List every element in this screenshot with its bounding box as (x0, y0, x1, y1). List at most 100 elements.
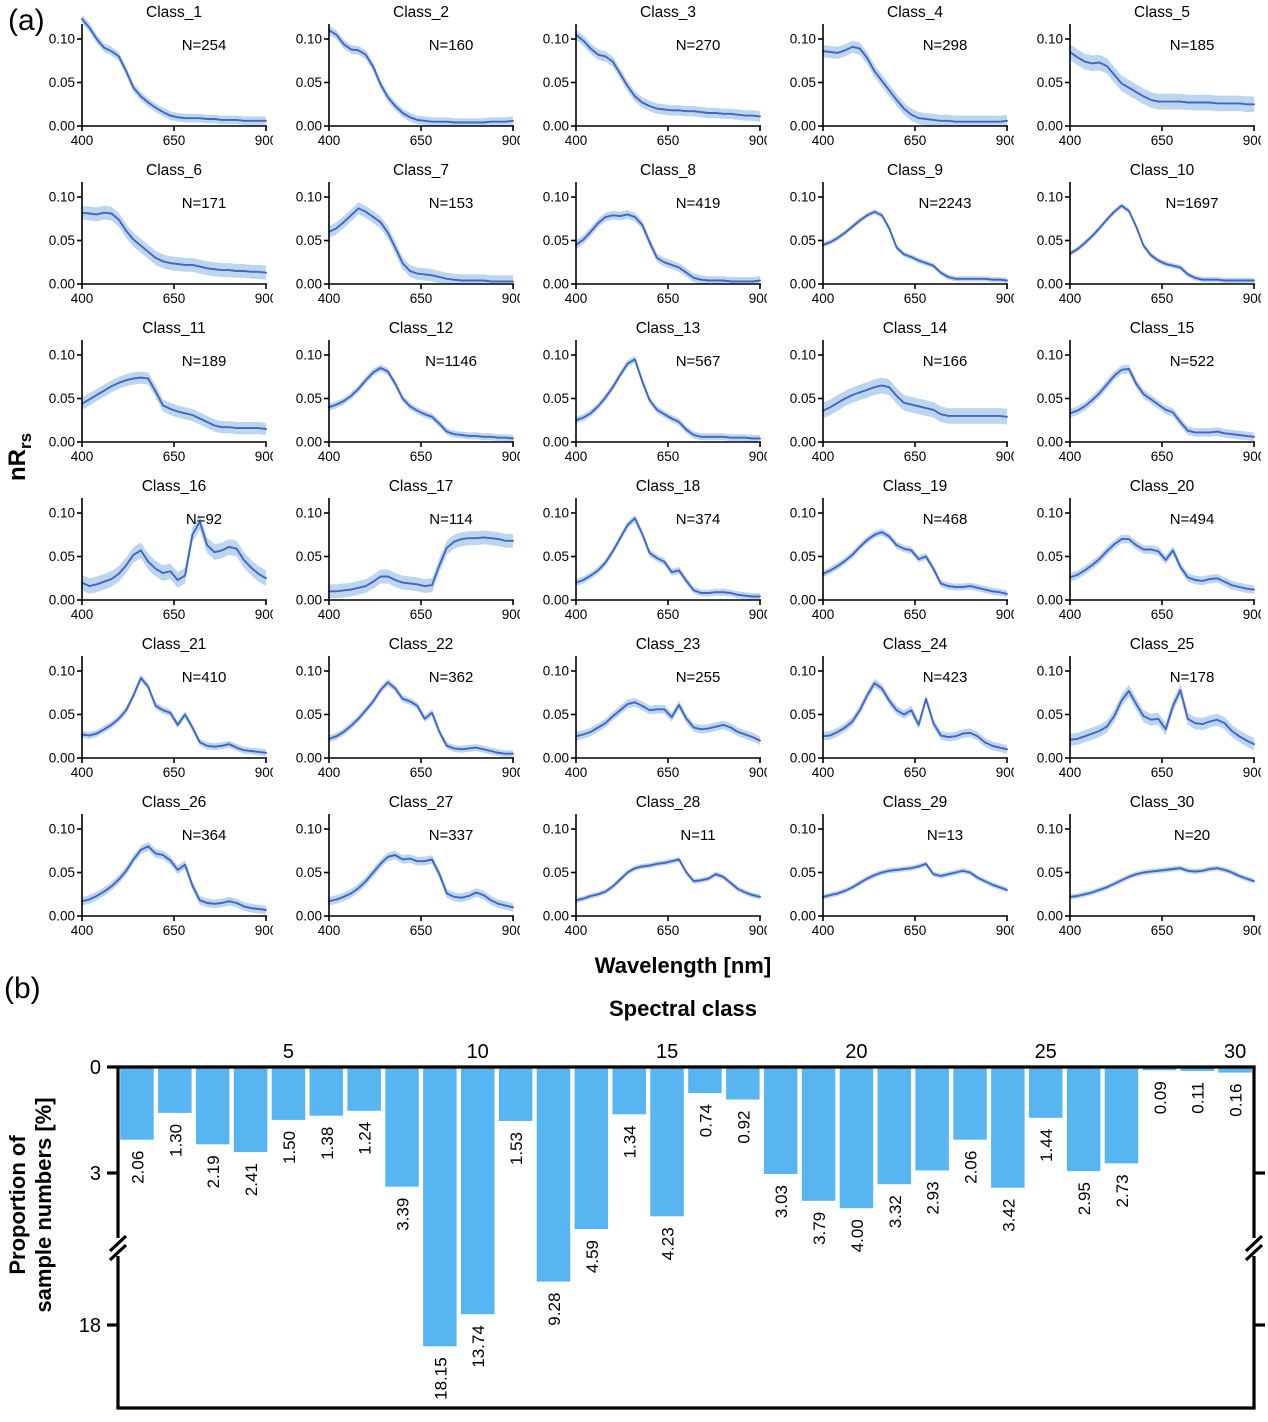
sample-count-label: N=423 (923, 669, 968, 686)
y-tick-label: 0.00 (790, 593, 816, 608)
mean-spectrum-line (822, 682, 1008, 751)
x-tick-label: 650 (657, 607, 680, 622)
x-tick-label: 900 (749, 923, 767, 938)
bar-value-label: 2.41 (242, 1163, 261, 1196)
x-tick-label: 650 (163, 449, 186, 464)
bar-value-label: 18.15 (431, 1357, 450, 1400)
y-tick-label: 0.05 (790, 391, 816, 406)
y-tick-label: 0.10 (790, 348, 816, 363)
bar-value-label: 3.32 (886, 1195, 905, 1228)
y-tick-label: 0.10 (49, 664, 75, 679)
spectra-subplot-class_6: 0.00 0.05 0.10 400 650 900 Class_6 N=171 (49, 162, 273, 306)
x-tick-label: 900 (1243, 923, 1261, 938)
x-tick-label: 400 (812, 607, 835, 622)
bar-value-label: 4.00 (848, 1219, 867, 1252)
x-tick-label: 400 (1059, 449, 1082, 464)
y-tick-label: 0.00 (543, 435, 569, 450)
x-tick-label: 650 (904, 923, 927, 938)
bar-value-label: 1.24 (356, 1122, 375, 1155)
y-tick-label: 0.10 (49, 190, 75, 205)
mean-spectrum-line (328, 29, 514, 124)
y-tick-label: 0.05 (543, 865, 569, 880)
panel-b-label: (b) (4, 972, 41, 1005)
subplot-title: Class_10 (1130, 162, 1195, 179)
y-tick-label: 0.00 (790, 119, 816, 134)
y-tick-label: 0.00 (543, 909, 569, 924)
mean-spectrum-line (1069, 204, 1255, 282)
x-tick-label: 400 (565, 133, 588, 148)
sample-count-label: N=567 (676, 353, 721, 370)
bar-class-9 (423, 1068, 457, 1347)
x-tick-label: 650 (163, 607, 186, 622)
x-tick-label: 400 (565, 449, 588, 464)
x-tick-label: 900 (996, 607, 1014, 622)
x-tick-label: 900 (996, 291, 1014, 306)
x-tick-label: 900 (502, 133, 520, 148)
mean-spectrum-line (822, 531, 1008, 595)
mean-spectrum-line (328, 536, 514, 593)
bar-class-1 (120, 1068, 154, 1140)
y-tick-label: 0.05 (543, 549, 569, 564)
y-tick-label: 0.00 (1037, 119, 1063, 134)
sample-count-label: N=166 (923, 353, 968, 370)
x-tick-label: 650 (1151, 291, 1174, 306)
spectra-grid: 0.000.050.10400650900Class_1N=2540.000.0… (26, 4, 1261, 952)
bar-class-3 (195, 1068, 230, 1145)
x-tick-label: 400 (318, 607, 341, 622)
bar-class-5 (271, 1068, 306, 1120)
subplot-title: Class_25 (1130, 636, 1195, 653)
x-tick-label: 400 (1059, 607, 1082, 622)
mean-spectrum-line (822, 384, 1008, 418)
x-tick-label: 25 (1035, 1041, 1057, 1063)
y-tick-label: 0.10 (790, 190, 816, 205)
bar-value-label: 1.44 (1037, 1129, 1056, 1162)
bar-value-label: 3.03 (772, 1185, 791, 1218)
y-tick-label: 0.10 (790, 822, 816, 837)
sample-count-label: N=13 (927, 827, 963, 844)
y-tick-label: 0.05 (543, 707, 569, 722)
sample-count-label: N=114 (429, 511, 473, 528)
bar-value-label: 3.79 (810, 1212, 829, 1245)
mean-spectrum-line (575, 358, 761, 440)
ci-band (82, 371, 266, 435)
x-tick-label: 400 (318, 449, 341, 464)
bar-value-label: 1.34 (621, 1125, 640, 1158)
y-tick-label: 0.05 (296, 75, 322, 90)
subplot-title: Class_20 (1130, 478, 1195, 495)
subplot-title: Class_22 (389, 636, 454, 653)
y-tick-label: 0.10 (1037, 506, 1063, 521)
subplot-title: Class_29 (883, 794, 948, 811)
y-tick-label: 0.05 (49, 549, 75, 564)
x-tick-label: 650 (163, 765, 186, 780)
subplot-title: Class_28 (636, 794, 701, 811)
y-tick-label: 0.00 (543, 277, 569, 292)
x-tick-label: 400 (565, 291, 588, 306)
x-tick-label: 650 (410, 291, 433, 306)
y-tick-label: 18 (79, 1315, 101, 1337)
mean-spectrum-line (81, 520, 267, 588)
x-tick-label: 400 (71, 133, 94, 148)
x-tick-label: 650 (904, 291, 927, 306)
spectra-subplot-class_21: 0.00 0.05 0.10 400 650 900 Class_21 N=410 (49, 636, 273, 780)
left-axis-break-mark (108, 1243, 128, 1262)
sample-count-label: N=270 (676, 37, 721, 54)
bar-class-15 (650, 1068, 684, 1217)
y-tick-label: 0.05 (49, 707, 75, 722)
subplot-title: Class_6 (146, 162, 202, 179)
y-tick-label: 0.05 (49, 865, 75, 880)
subplot-title: Class_19 (883, 478, 948, 495)
subplot-title: Class_7 (393, 162, 449, 179)
y-tick-label: 0.00 (296, 119, 322, 134)
mean-spectrum-line (575, 517, 761, 598)
bar-value-label: 0.16 (1227, 1084, 1246, 1117)
y-tick-label: 0.00 (296, 909, 322, 924)
subplot-title: Class_14 (883, 320, 948, 337)
sample-count-label: N=364 (182, 827, 227, 844)
bar-class-14 (612, 1068, 646, 1115)
x-tick-label: 900 (255, 291, 273, 306)
x-tick-label: 400 (812, 765, 835, 780)
ci-band (823, 377, 1007, 425)
x-tick-label: 900 (749, 607, 767, 622)
y-tick-label: 0.10 (49, 506, 75, 521)
